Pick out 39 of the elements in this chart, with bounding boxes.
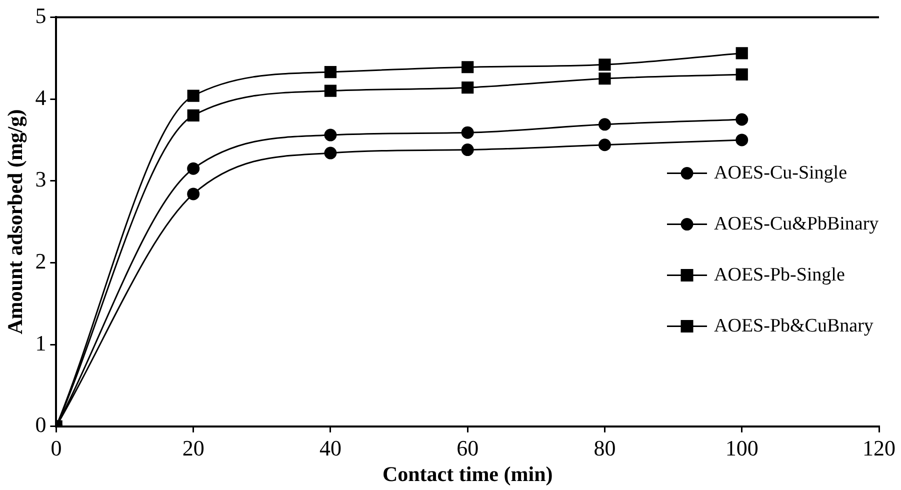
legend-label: AOES-Pb&CuBnary [714,315,874,336]
point [598,58,611,71]
y-tick-label: 5 [35,2,46,28]
point [187,90,200,102]
point [736,113,748,126]
point [462,61,474,74]
legend-label: AOES-Pb-Single [714,264,845,286]
point [324,128,337,142]
x-tick-label: 80 [594,435,616,460]
point [187,162,200,175]
legend-label: AOES-Cu&PbBinary [714,213,880,234]
point [324,66,337,78]
legend-label: AOES-Cu-Single [714,162,847,184]
point [324,146,337,160]
point [736,47,748,60]
y-tick-label: 1 [35,330,46,356]
point [187,188,200,200]
point [462,82,474,94]
x-tick-label: 0 [50,435,62,460]
y-tick-label: 2 [35,248,46,274]
point [598,72,611,85]
point [187,109,200,122]
x-axis-title: Contact time (min) [382,462,553,486]
y-tick-label: 3 [35,166,46,192]
y-tick-label: 4 [35,84,46,110]
point [461,144,474,156]
point [324,84,337,97]
point [461,126,474,139]
x-tick-label: 120 [862,435,896,460]
point [598,118,611,131]
point [598,138,611,152]
x-tick-label: 40 [319,435,342,460]
x-tick-label: 20 [182,435,204,460]
y-axis-title: Amount adsorbed (mg/g) [3,109,28,334]
point [736,68,748,81]
x-tick-label: 100 [725,435,758,460]
y-tick-label: 0 [35,412,46,438]
point [736,134,748,146]
x-tick-label: 60 [456,435,479,460]
